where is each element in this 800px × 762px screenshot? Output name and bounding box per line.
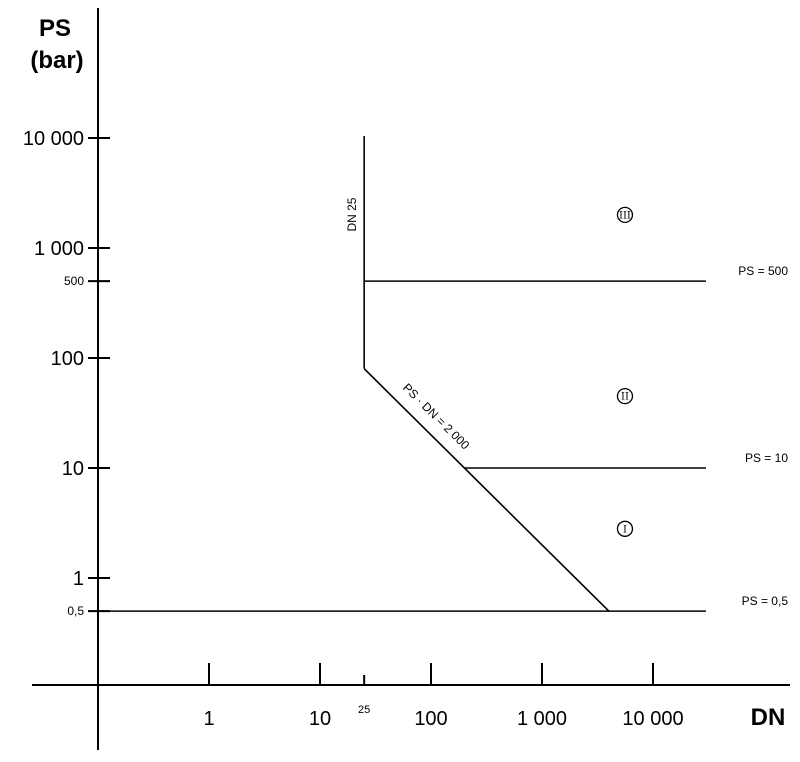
boundary-psdn2000 — [363, 368, 610, 612]
axis-ticks — [88, 137, 654, 685]
axes — [32, 8, 790, 750]
y-tick-label: 10 — [62, 458, 84, 480]
zone-II-marker — [616, 387, 634, 405]
zone-III-marker — [616, 206, 634, 224]
label-ps05: PS = 0,5 — [742, 594, 789, 608]
x-tick-label: 1 000 — [517, 708, 567, 730]
label-psdn2000: PS · DN = 2 000 — [400, 381, 472, 453]
x-tick-label: 1 — [203, 708, 214, 730]
x-tick-label: 10 — [309, 708, 331, 730]
y-tick-label: 1 — [73, 568, 84, 590]
x-tick-label: 25 — [358, 704, 370, 716]
labels: 0,5 1 10 100 500 1 000 10 000 1 10 25 100 1 000 10 0… — [23, 15, 788, 731]
label-dn25: DN 25 — [345, 197, 359, 231]
x-tick-label: 100 — [414, 708, 447, 730]
y-tick-label: 1 000 — [34, 238, 84, 260]
y-tick-label: 10 000 — [23, 128, 84, 150]
category-boundaries — [88, 136, 706, 612]
zone-I-label: I — [623, 524, 627, 535]
zone-I-marker — [616, 520, 634, 537]
y-tick-label: 500 — [64, 274, 84, 288]
y-tick-label: 0,5 — [67, 604, 84, 618]
y-axis-unit: (bar) — [30, 47, 83, 74]
x-axis-title: DN — [751, 704, 786, 731]
zone-III-label: III — [619, 210, 631, 221]
label-ps10: PS = 10 — [745, 451, 788, 465]
x-tick-label: 10 000 — [622, 708, 683, 730]
y-tick-label: 100 — [51, 348, 84, 370]
y-axis-title: PS — [39, 15, 71, 42]
label-ps500: PS = 500 — [738, 264, 788, 278]
zone-II-label: II — [621, 392, 629, 403]
